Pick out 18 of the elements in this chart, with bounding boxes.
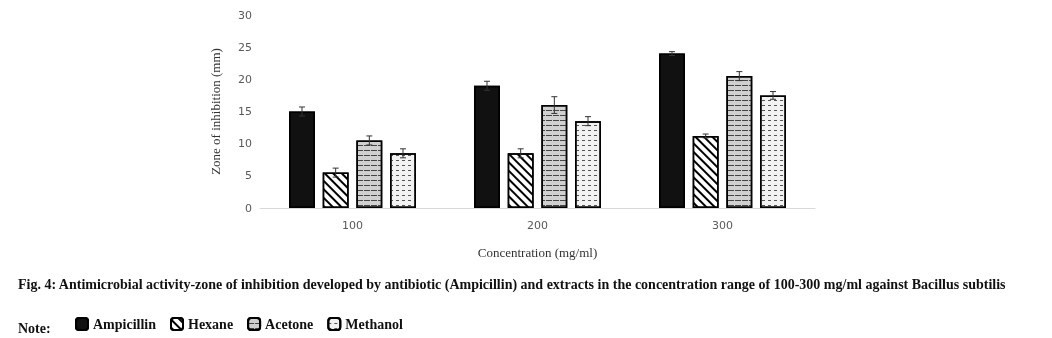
y-tick-label: 5 [245, 169, 252, 183]
y-tick-label: 25 [238, 40, 252, 54]
legend-label: Acetone [265, 316, 314, 332]
y-tick-label: 20 [238, 72, 252, 86]
y-tick-label: 30 [238, 8, 252, 22]
legend-label: Methanol [345, 316, 403, 332]
caption: Fig. 4: Antimicrobial activity-zone of inhibition developed by antibiotic (Ampicillin) and extracts in the concentration range of 100-300 mg/ml against Bacillus subtilis [18, 276, 1007, 293]
x-tick-label: 200 [527, 219, 548, 232]
legend-title: Note: [18, 320, 51, 336]
legend-label: Hexane [188, 316, 234, 332]
y-axis-title: Zone of inhibition (mm) [208, 48, 223, 175]
x-tick-label: 300 [712, 219, 733, 232]
legend-label: Ampicillin [93, 316, 157, 332]
x-tick-label: 100 [342, 219, 363, 232]
y-tick-label: 15 [238, 105, 252, 118]
x-axis-title: Concentration (mg/ml) [477, 245, 598, 260]
y-tick-label: 0 [245, 201, 252, 215]
y-tick-label: 10 [238, 137, 252, 151]
